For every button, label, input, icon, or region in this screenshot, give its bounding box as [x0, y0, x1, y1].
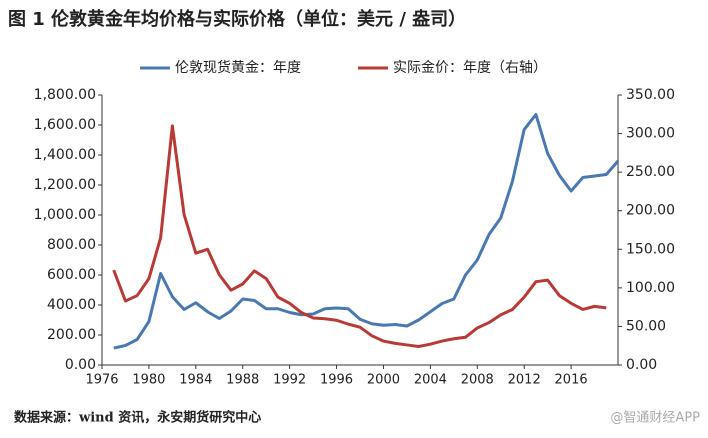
y2-tick-label: 100.00: [626, 280, 675, 296]
x-tick-label: 1992: [273, 373, 306, 388]
x-tick-label: 2012: [508, 373, 541, 388]
x-tick-label: 1984: [179, 373, 212, 388]
y-tick-label: 1,000.00: [34, 207, 96, 223]
y2-tick-label: 300.00: [626, 126, 675, 142]
x-tick-label: 2008: [461, 373, 494, 388]
source: 数据来源：wind 资讯，永安期货研究中心: [14, 410, 261, 426]
y-tick-label: 1,400.00: [34, 147, 96, 163]
y2-tick-label: 50.00: [626, 318, 666, 334]
series-line: [112, 124, 607, 348]
y2-tick-label: 200.00: [626, 203, 675, 219]
watermark: @智通财经APP: [610, 411, 700, 426]
y-tick-label: 0.00: [65, 357, 96, 373]
y2-tick-label: 150.00: [626, 241, 675, 257]
x-tick-label: 1988: [226, 373, 259, 388]
y-tick-label: 400.00: [47, 297, 96, 313]
x-tick-label: 2016: [555, 373, 588, 388]
legend-label: 实际金价：年度（右轴）: [393, 60, 547, 76]
y2-tick-label: 0.00: [626, 357, 657, 373]
x-tick-label: 1996: [320, 373, 353, 388]
y2-tick-label: 250.00: [626, 164, 675, 180]
x-tick-label: 2004: [414, 373, 447, 388]
y-tick-label: 1,800.00: [34, 87, 96, 103]
y2-tick-label: 350.00: [626, 87, 675, 103]
legend-label: 伦敦现货黄金：年度: [175, 59, 301, 76]
chart-title: 图 1 伦敦黄金年均价格与实际价格（单位：美元 / 盎司）: [8, 8, 466, 30]
x-tick-label: 2000: [367, 373, 400, 388]
y-tick-label: 1,200.00: [34, 177, 96, 193]
y-tick-label: 200.00: [47, 327, 96, 343]
y-tick-label: 800.00: [47, 237, 96, 253]
y-tick-label: 1,600.00: [34, 117, 96, 133]
series-line: [113, 113, 620, 350]
x-tick-label: 1976: [85, 373, 118, 388]
x-tick-label: 1980: [132, 373, 165, 388]
y-tick-label: 600.00: [47, 267, 96, 283]
